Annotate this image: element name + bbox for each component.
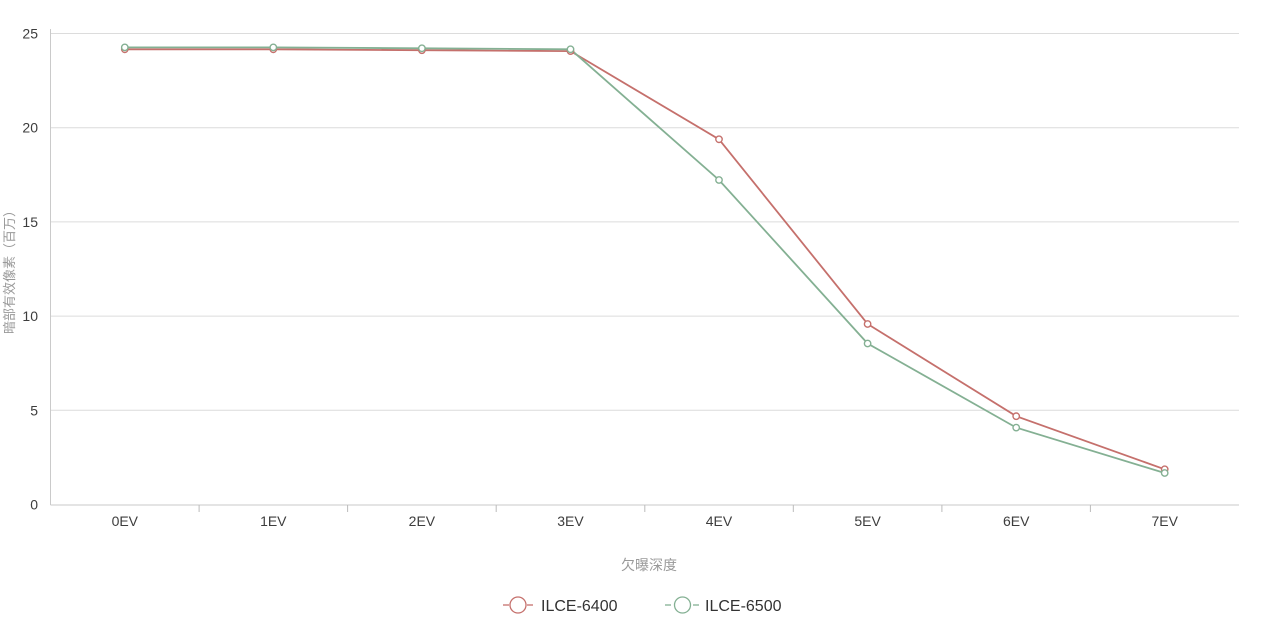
svg-text:1EV: 1EV: [260, 513, 287, 529]
svg-text:5: 5: [30, 402, 38, 418]
svg-text:欠曝深度: 欠曝深度: [621, 557, 677, 573]
svg-text:20: 20: [22, 120, 38, 136]
svg-text:ILCE-6500: ILCE-6500: [705, 598, 782, 615]
svg-text:15: 15: [22, 214, 38, 230]
svg-text:7EV: 7EV: [1151, 513, 1178, 529]
svg-text:暗部有效像素（百万）: 暗部有效像素（百万）: [2, 204, 17, 334]
svg-text:10: 10: [22, 308, 38, 324]
svg-text:4EV: 4EV: [706, 513, 733, 529]
svg-text:0EV: 0EV: [112, 513, 139, 529]
svg-text:3EV: 3EV: [557, 513, 584, 529]
svg-text:6EV: 6EV: [1003, 513, 1030, 529]
svg-text:25: 25: [22, 26, 38, 42]
svg-text:ILCE-6400: ILCE-6400: [541, 598, 618, 615]
svg-text:5EV: 5EV: [854, 513, 881, 529]
svg-text:0: 0: [30, 497, 38, 513]
svg-text:2EV: 2EV: [409, 513, 436, 529]
